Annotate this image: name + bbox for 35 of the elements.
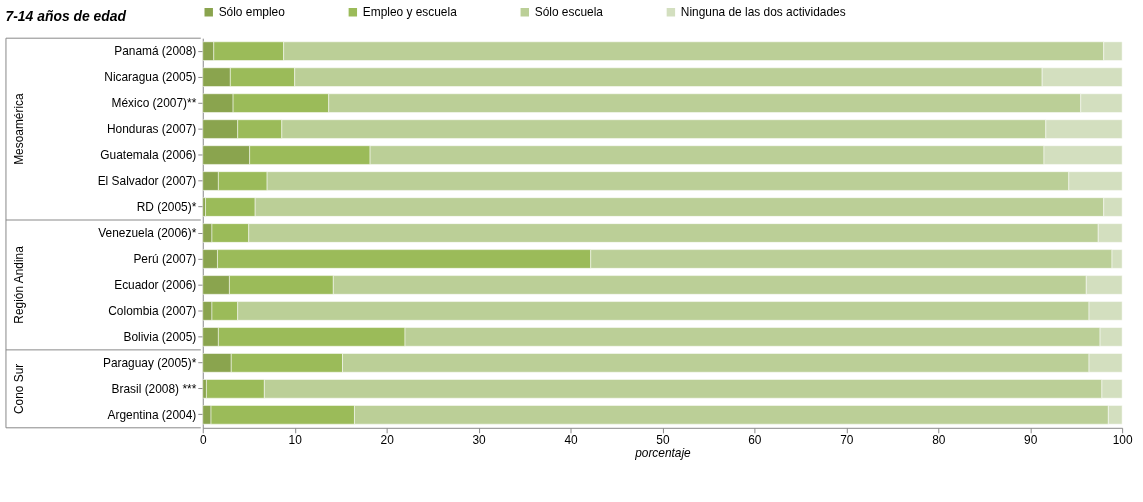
x-tick-label: 50 [656, 433, 670, 448]
y-tick-label: Venezuela (2006)* [98, 225, 197, 240]
text: Región Andina [11, 245, 26, 324]
legend-label: Empleo y escuela [362, 5, 458, 20]
text: 7-14 años de edad [5, 8, 127, 25]
y-tick-label: Panamá (2008) [114, 44, 197, 59]
text: Mesoamérica [11, 93, 26, 165]
legend-label: Sólo escuela [534, 5, 604, 20]
y-tick-label: Honduras (2007) [106, 122, 197, 137]
y-tick-label: Ecuador (2006) [114, 277, 197, 292]
y-tick-label: RD (2005)* [136, 200, 197, 214]
x-axis-title: porcentaje [634, 446, 692, 461]
x-tick-label: 40 [564, 433, 578, 448]
y-tick-label: Paraguay (2005)* [102, 355, 197, 370]
y-tick-label: Nicaragua (2005) [104, 70, 197, 85]
x-tick-label: 60 [748, 433, 762, 448]
x-tick-label: 10 [288, 433, 303, 448]
text: Cono Sur [11, 363, 26, 414]
y-tick-label: Colombia (2007) [108, 303, 197, 318]
y-tick-label: Perú (2007) [133, 251, 197, 266]
x-tick-label: 20 [380, 433, 395, 448]
x-tick-label: 90 [1024, 433, 1038, 448]
x-tick-label: 0 [199, 433, 207, 448]
y-tick-label: Argentina (2004) [107, 407, 197, 422]
y-tick-label: Guatemala (2006) [100, 148, 197, 163]
y-tick-label: Bolivia (2005) [123, 329, 197, 344]
x-tick-label: 70 [840, 433, 854, 448]
x-tick-label: 100 [1112, 433, 1133, 448]
x-tick-label: 80 [932, 433, 946, 448]
y-tick-label: México (2007)** [111, 96, 197, 111]
x-tick-label: 30 [472, 433, 487, 448]
legend-label: Sólo empleo [218, 5, 286, 20]
y-tick-label: El Salvador (2007) [97, 174, 197, 189]
y-tick-label: Brasil (2008) *** [111, 381, 197, 396]
legend-label: Ninguna de las dos actividades [680, 5, 846, 20]
